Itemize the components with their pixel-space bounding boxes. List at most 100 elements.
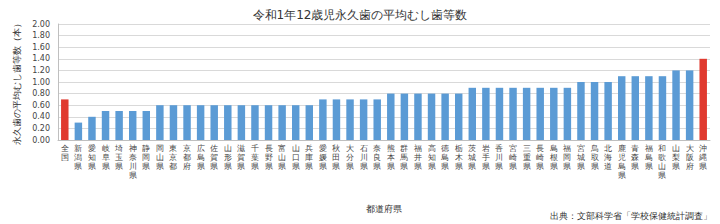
svg-text:阪: 阪 <box>686 153 694 162</box>
svg-text:口: 口 <box>292 153 300 162</box>
svg-text:福: 福 <box>563 144 571 153</box>
svg-text:知: 知 <box>428 153 436 162</box>
svg-text:栃: 栃 <box>455 144 463 153</box>
svg-text:兵: 兵 <box>305 144 313 153</box>
svg-text:青: 青 <box>631 144 639 153</box>
svg-text:県: 県 <box>292 162 300 171</box>
svg-text:城: 城 <box>467 153 476 162</box>
svg-text:県: 県 <box>482 162 490 171</box>
svg-text:島: 島 <box>645 153 653 162</box>
svg-text:奈: 奈 <box>373 144 381 153</box>
svg-text:県: 県 <box>360 162 368 171</box>
svg-text:庫: 庫 <box>305 153 313 162</box>
svg-text:県: 県 <box>441 162 449 171</box>
svg-text:潟: 潟 <box>74 153 82 162</box>
svg-text:県: 県 <box>387 162 395 171</box>
svg-text:沖: 沖 <box>699 144 707 153</box>
svg-text:岩: 岩 <box>482 144 490 153</box>
svg-text:1.80: 1.80 <box>32 31 50 40</box>
svg-text:県: 県 <box>400 162 408 171</box>
svg-text:県: 県 <box>265 162 273 171</box>
svg-text:富: 富 <box>278 144 286 153</box>
svg-text:歌: 歌 <box>658 153 666 162</box>
svg-text:山: 山 <box>156 153 164 162</box>
svg-text:根: 根 <box>550 153 558 162</box>
svg-text:県: 県 <box>346 162 354 171</box>
svg-text:県: 県 <box>305 162 313 171</box>
svg-text:熊: 熊 <box>387 144 395 153</box>
svg-text:県: 県 <box>414 162 422 171</box>
svg-text:田: 田 <box>332 153 340 162</box>
svg-text:分: 分 <box>346 153 354 162</box>
svg-text:県: 県 <box>509 162 517 171</box>
svg-text:良: 良 <box>373 153 381 162</box>
svg-text:山: 山 <box>672 144 680 153</box>
svg-text:鹿: 鹿 <box>618 144 626 153</box>
svg-text:川: 川 <box>495 153 503 162</box>
svg-text:県: 県 <box>156 162 164 171</box>
svg-text:重: 重 <box>523 153 531 162</box>
svg-text:和: 和 <box>658 144 666 153</box>
svg-text:佐: 佐 <box>210 144 218 153</box>
svg-text:奈: 奈 <box>129 153 137 162</box>
svg-text:愛: 愛 <box>319 144 327 153</box>
svg-text:京: 京 <box>169 153 177 162</box>
svg-text:長: 長 <box>536 144 544 153</box>
svg-text:県: 県 <box>88 162 96 171</box>
svg-text:令和1年12歳児永久歯の平均むし歯等数: 令和1年12歳児永久歯の平均むし歯等数 <box>253 8 468 22</box>
svg-text:島: 島 <box>550 144 558 153</box>
svg-text:永久歯の平均むし歯等数（本）: 永久歯の平均むし歯等数（本） <box>12 19 22 145</box>
svg-text:島: 島 <box>618 162 626 171</box>
svg-text:取: 取 <box>591 153 599 162</box>
svg-text:都道府県: 都道府県 <box>366 204 402 214</box>
svg-text:玉: 玉 <box>115 153 123 162</box>
svg-text:県: 県 <box>645 162 653 171</box>
svg-text:1.60: 1.60 <box>32 43 50 52</box>
svg-text:手: 手 <box>482 153 490 162</box>
svg-text:県: 県 <box>577 162 585 171</box>
svg-text:0.00: 0.00 <box>32 136 50 145</box>
svg-text:賀: 賀 <box>237 153 245 162</box>
svg-text:児: 児 <box>618 153 626 162</box>
svg-text:岡: 岡 <box>142 153 150 162</box>
svg-text:県: 県 <box>251 162 259 171</box>
svg-text:県: 県 <box>468 162 476 171</box>
svg-text:宮: 宮 <box>577 144 585 153</box>
svg-text:群: 群 <box>400 144 408 153</box>
svg-text:1.40: 1.40 <box>32 54 50 63</box>
svg-text:出典：文部科学省「学校保健統計調査」: 出典：文部科学省「学校保健統計調査」 <box>550 211 712 221</box>
svg-text:山: 山 <box>658 162 666 171</box>
svg-text:川: 川 <box>129 162 137 171</box>
svg-text:県: 県 <box>224 162 232 171</box>
svg-text:県: 県 <box>210 162 218 171</box>
svg-text:香: 香 <box>495 144 503 153</box>
svg-text:京: 京 <box>183 144 191 153</box>
svg-text:県: 県 <box>428 162 436 171</box>
svg-text:県: 県 <box>373 162 381 171</box>
svg-text:2.00: 2.00 <box>32 20 50 29</box>
svg-text:媛: 媛 <box>319 153 327 162</box>
svg-text:道: 道 <box>604 162 612 171</box>
svg-text:府: 府 <box>183 162 191 171</box>
svg-text:梨: 梨 <box>672 153 680 162</box>
svg-text:県: 県 <box>332 162 340 171</box>
svg-text:都: 都 <box>183 153 191 162</box>
svg-text:千: 千 <box>251 144 259 153</box>
svg-text:馬: 馬 <box>399 153 408 162</box>
svg-text:県: 県 <box>672 162 680 171</box>
svg-text:県: 県 <box>278 162 286 171</box>
svg-text:石: 石 <box>360 144 368 153</box>
svg-text:知: 知 <box>88 153 96 162</box>
svg-text:神: 神 <box>129 144 137 153</box>
svg-text:県: 県 <box>455 162 463 171</box>
svg-text:県: 県 <box>142 162 150 171</box>
svg-text:北: 北 <box>604 144 612 153</box>
svg-text:福: 福 <box>414 144 422 153</box>
svg-text:宮: 宮 <box>509 144 517 153</box>
svg-text:岡: 岡 <box>156 144 164 153</box>
svg-text:愛: 愛 <box>88 144 96 153</box>
svg-text:県: 県 <box>591 162 599 171</box>
svg-text:岡: 岡 <box>563 153 571 162</box>
svg-text:県: 県 <box>536 162 544 171</box>
svg-text:徳: 徳 <box>441 144 449 153</box>
